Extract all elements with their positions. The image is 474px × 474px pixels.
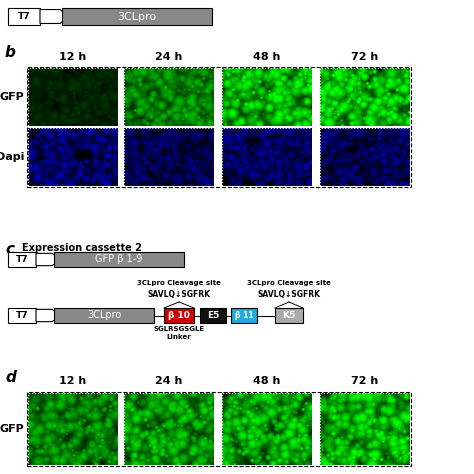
Text: GFP β 1-9: GFP β 1-9 [95,255,143,264]
Text: GFP: GFP [0,424,24,434]
Bar [200,308,226,323]
Bar [275,308,303,323]
Bar [222,128,312,186]
Text: 24 h: 24 h [155,376,182,386]
Bar [320,393,410,465]
Text: Linker: Linker [167,334,191,340]
Text: Expression cassette 2: Expression cassette 2 [22,243,142,253]
FancyArrow shape [40,9,69,24]
Text: SAVLQ↓SGFRK: SAVLQ↓SGFRK [147,290,210,299]
Bar [222,68,312,126]
Text: K5: K5 [283,311,296,320]
Text: d: d [5,370,16,385]
Text: 3CLpro: 3CLpro [87,310,121,320]
Bar [54,252,184,267]
Text: β 10: β 10 [168,311,190,320]
Bar [320,68,410,126]
Text: T7: T7 [16,311,28,320]
Bar [54,308,154,323]
Bar [27,392,411,466]
Bar [27,67,411,187]
Text: E5: E5 [207,311,219,320]
Text: 3CLpro: 3CLpro [118,11,156,21]
Text: b: b [5,45,16,60]
Text: 48 h: 48 h [253,52,281,62]
Text: SAVLQ↓SGFRK: SAVLQ↓SGFRK [257,290,320,299]
Text: 48 h: 48 h [253,376,281,386]
Bar [8,308,36,323]
Text: 72 h: 72 h [351,52,379,62]
Bar [28,393,118,465]
Text: 72 h: 72 h [351,376,379,386]
Text: 24 h: 24 h [155,52,182,62]
Bar [124,68,214,126]
Bar [124,393,214,465]
Bar [8,8,40,25]
Text: Dapi: Dapi [0,152,24,162]
Text: T7: T7 [18,12,30,21]
Bar [124,128,214,186]
Text: β 11: β 11 [235,311,253,320]
Bar [320,128,410,186]
Bar [28,68,118,126]
Bar [62,8,212,25]
Text: T7: T7 [16,255,28,264]
Bar [231,308,257,323]
Text: 3CLpro Cleavage site: 3CLpro Cleavage site [247,280,331,286]
FancyArrow shape [36,253,61,265]
Text: 12 h: 12 h [59,376,87,386]
Text: SGLRSGSGLE: SGLRSGSGLE [154,326,205,332]
Bar [28,128,118,186]
Bar [164,308,194,323]
Text: GFP: GFP [0,92,24,102]
Bar [8,252,36,267]
Text: c: c [5,242,14,257]
Text: 3CLpro Cleavage site: 3CLpro Cleavage site [137,280,221,286]
Text: 12 h: 12 h [59,52,87,62]
Bar [222,393,312,465]
FancyArrow shape [36,310,61,322]
